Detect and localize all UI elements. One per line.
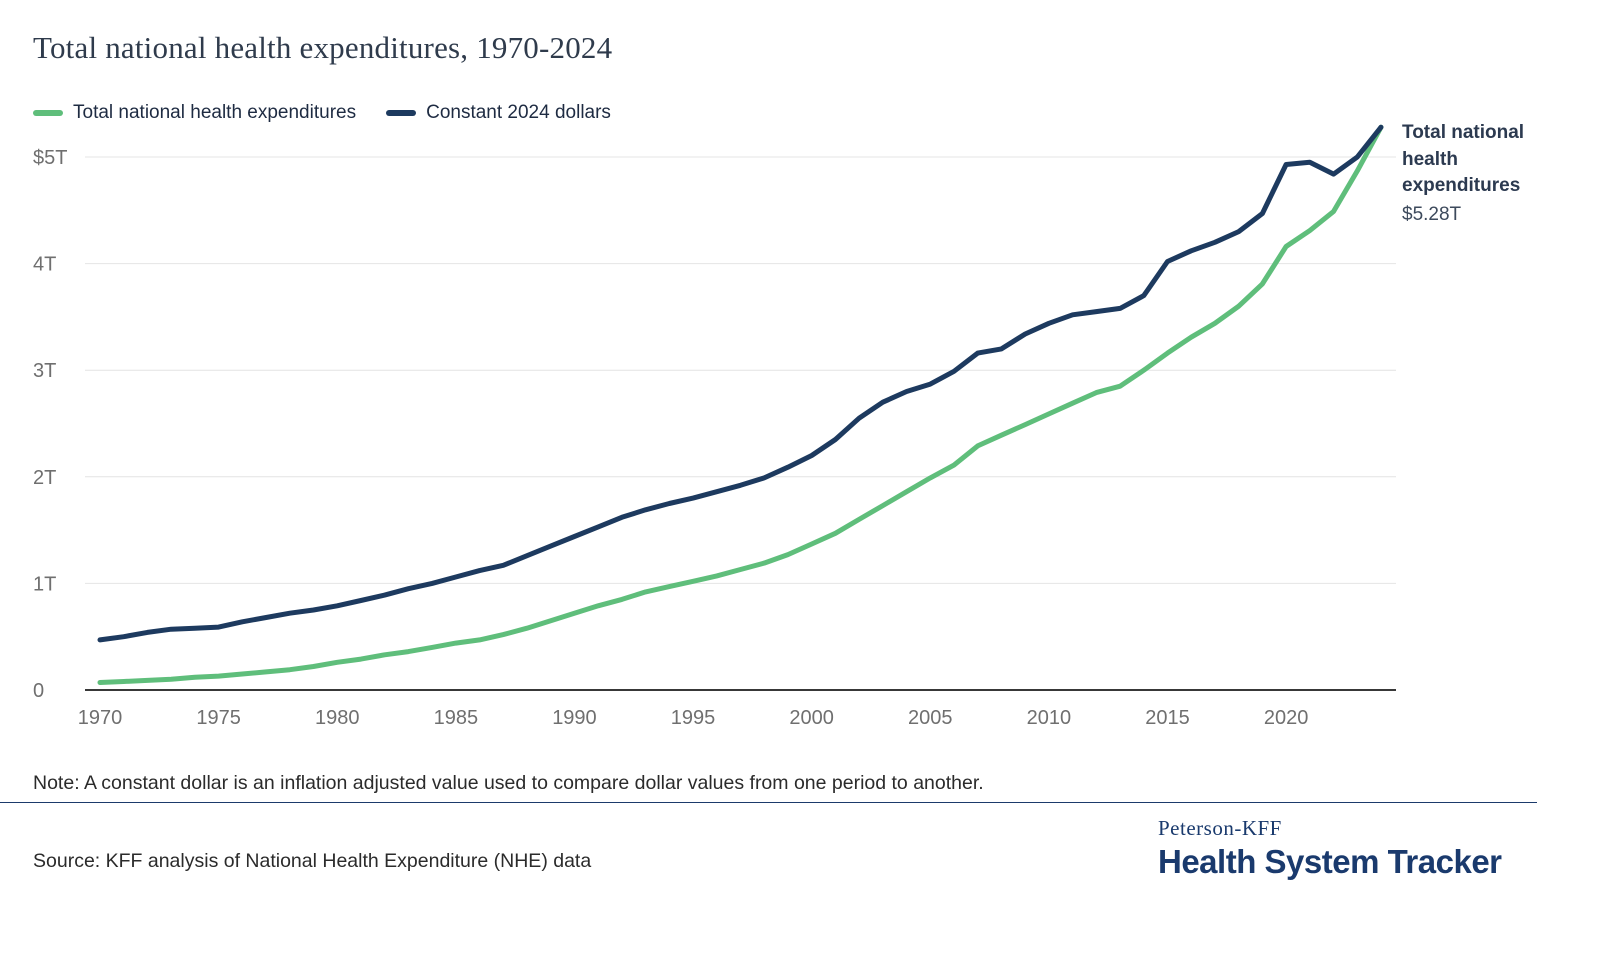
chart-title: Total national health expenditures, 1970…	[33, 30, 613, 65]
svg-text:2005: 2005	[908, 707, 953, 729]
svg-text:2T: 2T	[33, 467, 56, 489]
chart-legend: Total national health expenditures Const…	[33, 102, 611, 124]
series-end-annotation-title: Total national health expenditures	[1402, 122, 1525, 197]
legend-swatch-navy	[386, 110, 417, 116]
legend-item-constant: Constant 2024 dollars	[386, 102, 611, 124]
svg-text:1980: 1980	[315, 707, 360, 729]
svg-text:2015: 2015	[1145, 707, 1190, 729]
svg-text:4T: 4T	[33, 254, 56, 276]
series-end-annotation: Total national health expenditures $5.28…	[1402, 120, 1554, 226]
svg-text:2010: 2010	[1027, 707, 1072, 729]
legend-swatch-green	[33, 110, 63, 116]
brand-health-system-tracker: Health System Tracker	[1158, 843, 1502, 880]
svg-text:3T: 3T	[33, 360, 56, 382]
svg-text:1985: 1985	[434, 707, 479, 729]
svg-text:1970: 1970	[78, 707, 123, 729]
legend-item-nominal: Total national health expenditures	[33, 102, 356, 124]
source-line: Source: KFF analysis of National Health …	[33, 850, 592, 872]
svg-text:$5T: $5T	[33, 147, 67, 169]
svg-text:2020: 2020	[1264, 707, 1309, 729]
series-end-annotation-value: $5.28T	[1402, 203, 1462, 225]
svg-text:0: 0	[33, 680, 44, 702]
legend-label-nominal: Total national health expenditures	[73, 102, 357, 123]
svg-text:1975: 1975	[196, 707, 241, 729]
footer-divider	[0, 802, 1537, 803]
svg-text:1T: 1T	[33, 573, 56, 595]
svg-text:1990: 1990	[552, 707, 597, 729]
footnote: Note: A constant dollar is an inflation …	[33, 772, 984, 794]
svg-text:2000: 2000	[789, 707, 834, 729]
brand-logo: Peterson-KFF Health System Tracker	[1158, 816, 1502, 881]
svg-text:1995: 1995	[671, 707, 716, 729]
legend-label-constant: Constant 2024 dollars	[426, 102, 611, 123]
brand-peterson-kff: Peterson-KFF	[1158, 816, 1282, 840]
